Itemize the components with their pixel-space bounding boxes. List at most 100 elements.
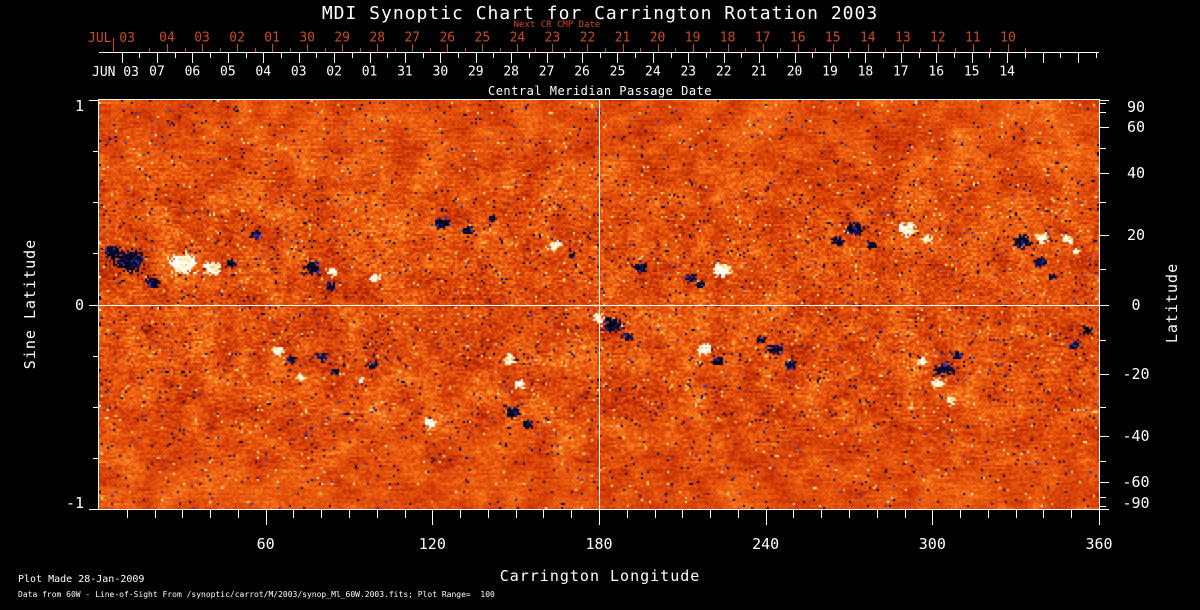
tick-mark (210, 510, 211, 518)
tick-mark (1100, 436, 1109, 437)
tick-mark (423, 53, 424, 58)
next-cr-day-label: 03 (194, 30, 210, 46)
tick-mark (500, 48, 501, 52)
next-cr-day-label: 10 (1000, 30, 1016, 46)
tick-mark (395, 48, 396, 52)
tick-mark (570, 48, 571, 52)
footer-data-source: Data from 60W - Line-of-Sight From /syno… (18, 590, 495, 599)
tick-mark (623, 44, 624, 52)
tick-mark (759, 53, 760, 63)
tick-mark (955, 48, 956, 52)
tick-mark (299, 53, 300, 63)
tick-mark (1025, 48, 1026, 52)
next-cr-day-label: 14 (859, 30, 876, 46)
tick-mark (1060, 53, 1061, 58)
tick-mark (688, 53, 689, 63)
tick-mark (617, 53, 618, 63)
tick-mark (1100, 127, 1109, 128)
tick-mark (738, 510, 739, 518)
sine-latitude-tick-label: 0 (74, 295, 84, 314)
longitude-tick-label: 120 (418, 535, 446, 553)
tick-mark (482, 44, 483, 52)
tick-mark (1100, 407, 1106, 408)
latitude-tick-label: 0 (1131, 295, 1141, 314)
tick-mark (1100, 235, 1109, 236)
tick-mark (93, 458, 98, 459)
tick-mark (1078, 53, 1079, 63)
tick-mark (511, 53, 512, 63)
tick-mark (157, 53, 158, 63)
next-cr-day-label: 28 (369, 30, 386, 46)
tick-mark (777, 53, 778, 58)
cmp-day-label: 07 (149, 64, 165, 80)
axis-title-latitude: Latitude (1163, 262, 1181, 344)
tick-mark (1008, 44, 1009, 52)
cmp-day-label: 02 (326, 64, 342, 80)
tick-mark (360, 48, 361, 52)
tick-mark (1100, 112, 1106, 113)
tick-mark (972, 53, 973, 63)
next-cr-day-label: 01 (264, 30, 280, 46)
tick-mark (710, 48, 711, 52)
axis-title-sine-latitude: Sine Latitude (21, 238, 39, 370)
tick-mark (412, 44, 413, 52)
tick-mark (458, 53, 459, 58)
tick-mark (246, 53, 247, 58)
tick-mark (552, 44, 553, 52)
tick-mark (1100, 305, 1109, 306)
tick-mark (600, 53, 601, 58)
next-cr-day-label: 13 (895, 30, 911, 46)
tick-mark (516, 510, 517, 518)
tick-mark (488, 510, 489, 518)
tick-mark (599, 510, 600, 525)
cmp-day-label: 24 (645, 64, 661, 80)
plot-frame (98, 99, 1100, 510)
tick-mark (936, 53, 937, 63)
tick-mark (865, 53, 866, 63)
tick-mark (432, 510, 433, 525)
tick-mark (149, 48, 150, 52)
cmp-day-label: 19 (822, 64, 838, 80)
tick-mark (605, 48, 606, 52)
next-cr-day-label: 25 (474, 30, 491, 46)
tick-mark (113, 38, 114, 52)
tick-mark (167, 44, 168, 52)
cmp-day-label: 23 (680, 64, 697, 80)
tick-mark (321, 510, 322, 518)
tick-mark (1100, 173, 1109, 174)
tick-mark (960, 510, 961, 518)
tick-mark (1100, 103, 1106, 104)
tick-mark (307, 44, 308, 52)
next-cr-day-label: 02 (229, 30, 245, 46)
tick-mark (334, 53, 335, 63)
tick-mark (564, 53, 565, 58)
next-cr-month-label: JUL 03 (88, 31, 135, 46)
next-cr-day-label: 04 (159, 30, 175, 46)
tick-mark (1043, 53, 1044, 63)
tick-mark (885, 48, 886, 52)
tick-mark (266, 510, 267, 525)
cmp-day-label: 15 (963, 64, 980, 80)
tick-mark (255, 48, 256, 52)
next-cr-day-label: 12 (930, 30, 946, 46)
sine-latitude-tick-label: -1 (65, 494, 84, 512)
tick-mark (655, 510, 656, 518)
next-cr-day-label: 18 (719, 30, 736, 46)
tick-mark (763, 44, 764, 52)
cmp-axis-label: Central Meridian Passage Date (487, 84, 712, 98)
cmp-day-label: 26 (574, 64, 590, 80)
tick-mark (745, 48, 746, 52)
cmp-day-label: 28 (503, 64, 520, 80)
longitude-tick-label: 240 (752, 535, 780, 553)
tick-mark (228, 53, 229, 63)
tick-mark (640, 48, 641, 52)
tick-mark (868, 44, 869, 52)
tick-mark (175, 53, 176, 58)
cmp-day-label: 30 (432, 64, 449, 80)
tick-mark (192, 53, 193, 63)
tick-mark (741, 53, 742, 58)
latitude-tick-label: 40 (1126, 164, 1146, 183)
latitude-tick-label: 60 (1126, 118, 1146, 137)
tick-mark (122, 53, 123, 63)
tick-mark (798, 44, 799, 52)
